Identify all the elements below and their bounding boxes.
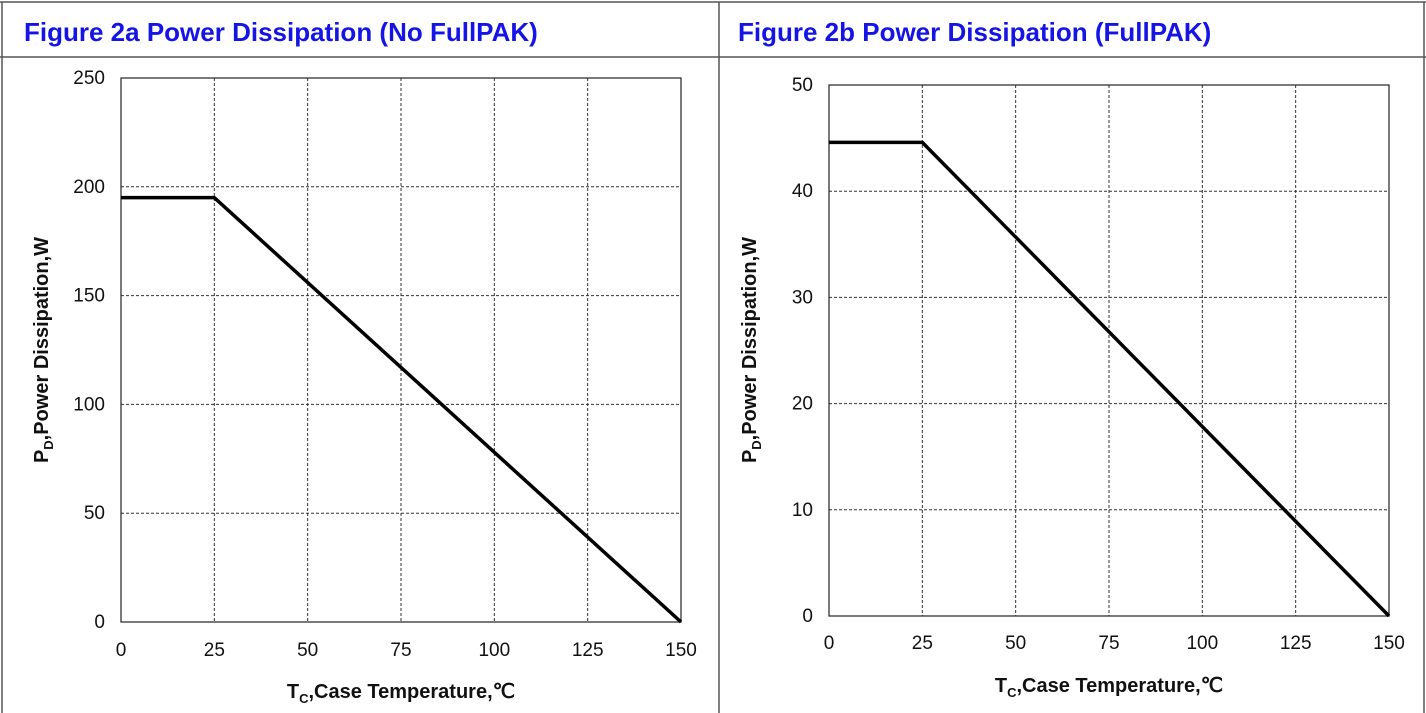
x-axis-label-main: T	[287, 681, 299, 703]
chart-2a: 0 25 50 75 100 125 150 0 50 100 150 200 250 TC,Case T…	[31, 68, 697, 706]
x-axis-label: TC,Case Temperature,℃	[995, 675, 1223, 700]
series-line	[829, 140, 1391, 618]
y-tick-label: 30	[792, 287, 813, 308]
x-tick-label: 75	[1098, 633, 1119, 654]
series-line	[121, 195, 683, 624]
x-axis-label-subscript: C	[1007, 685, 1017, 700]
y-axis-label-rest: ,Power Dissipation,W	[31, 237, 53, 440]
y-axis-label-subscript: D	[749, 440, 764, 449]
x-axis-label: TC,Case Temperature,℃	[287, 681, 515, 706]
y-tick-label: 50	[84, 503, 105, 524]
y-tick-label: 100	[73, 394, 105, 415]
y-tick-label: 150	[73, 286, 105, 307]
x-tick-label: 50	[1005, 633, 1026, 654]
figure-2a-title: Figure 2a Power Dissipation (No FullPAK)	[24, 17, 538, 47]
chart-2b: 0 25 50 75 100 125 150 0 10 20 30 40 50 TC,Case Tempe…	[739, 75, 1405, 700]
x-axis-label-main: T	[995, 675, 1007, 697]
y-axis-label-main: P	[739, 450, 761, 463]
y-tick-label: 0	[94, 612, 105, 633]
y-tick-label: 250	[73, 68, 105, 89]
plot-area-border	[828, 84, 1390, 617]
x-axis-label-rest: ,Case Temperature,℃	[308, 681, 515, 703]
x-tick-label: 0	[116, 640, 127, 661]
x-axis-label-rest: ,Case Temperature,℃	[1016, 675, 1223, 697]
x-tick-label: 125	[572, 640, 604, 661]
x-tick-label: 100	[1186, 633, 1218, 654]
y-tick-label: 20	[792, 394, 813, 415]
y-axis-label-rest: ,Power Dissipation,W	[739, 237, 761, 440]
x-axis-label-subscript: C	[299, 691, 309, 706]
y-axis-label: PD,Power Dissipation,W	[739, 237, 764, 463]
y-axis-label-main: P	[31, 450, 53, 463]
x-tick-label: 150	[665, 640, 697, 661]
x-tick-label: 25	[912, 633, 933, 654]
y-tick-label: 0	[802, 606, 813, 627]
y-axis-label-subscript: D	[41, 440, 56, 449]
y-tick-label: 200	[73, 177, 105, 198]
x-tick-label: 0	[824, 633, 835, 654]
x-tick-label: 50	[297, 640, 318, 661]
figure-2b-title: Figure 2b Power Dissipation (FullPAK)	[738, 17, 1211, 47]
x-tick-label: 125	[1280, 633, 1312, 654]
y-tick-label: 10	[792, 500, 813, 521]
x-tick-label: 150	[1373, 633, 1405, 654]
y-tick-label: 40	[792, 181, 813, 202]
y-tick-label: 50	[792, 75, 813, 96]
x-tick-label: 100	[478, 640, 510, 661]
plot-area-border	[120, 77, 682, 623]
x-tick-label: 75	[390, 640, 411, 661]
y-axis-label: PD,Power Dissipation,W	[31, 237, 56, 463]
x-tick-label: 25	[204, 640, 225, 661]
